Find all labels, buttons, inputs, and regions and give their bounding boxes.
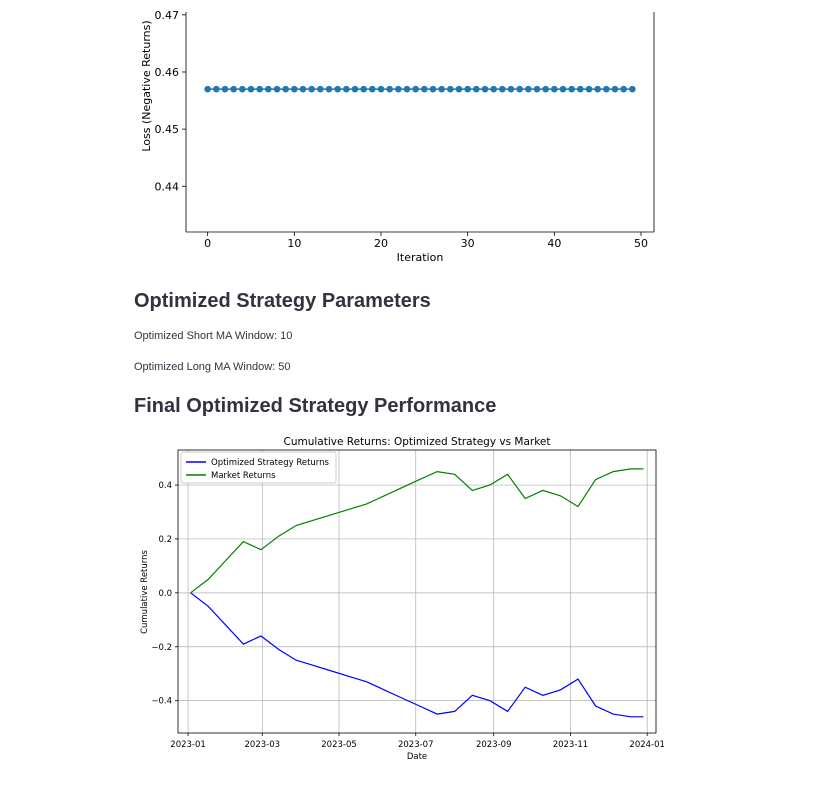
loss-point — [221, 85, 229, 93]
long-window-text: Optimized Long MA Window: 50 — [134, 361, 291, 373]
returns-y-tick-label: −0.2 — [151, 643, 172, 653]
loss-point — [291, 85, 298, 93]
loss-point — [499, 85, 506, 93]
loss-y-tick-label: 0.45 — [155, 123, 180, 136]
loss-point — [351, 85, 359, 93]
loss-point — [568, 85, 575, 93]
returns-legend: Optimized Strategy Returns Market Return… — [180, 451, 337, 484]
loss-point — [525, 85, 532, 93]
loss-point — [204, 85, 211, 93]
returns-chart: Cumulative Returns: Optimized Strategy v… — [140, 436, 665, 762]
loss-point — [369, 85, 376, 93]
loss-point — [317, 85, 324, 93]
loss-point — [603, 85, 610, 93]
section-title-parameters: Optimized Strategy Parameters — [134, 290, 431, 312]
returns-x-tick-label: 2023-03 — [245, 740, 281, 750]
loss-point — [490, 85, 497, 93]
loss-point — [542, 85, 549, 93]
returns-x-axis-label: Date — [407, 752, 427, 762]
loss-point — [265, 85, 272, 93]
loss-point — [299, 85, 307, 93]
section-title-performance: Final Optimized Strategy Performance — [134, 395, 497, 417]
returns-x-tick-label: 2024-01 — [629, 740, 665, 750]
loss-point — [213, 85, 220, 93]
market-returns-line — [190, 468, 644, 594]
returns-axes-frame — [177, 449, 657, 734]
returns-y-tick-label: 0.2 — [158, 535, 172, 545]
loss-point — [559, 85, 567, 93]
loss-point — [230, 85, 237, 93]
returns-x-tick-label: 2023-11 — [553, 740, 589, 750]
loss-point — [516, 85, 523, 93]
loss-point — [429, 85, 437, 93]
loss-point — [620, 85, 627, 93]
loss-x-tick-label: 30 — [461, 237, 475, 250]
legend-label-market: Market Returns — [211, 471, 276, 481]
loss-x-tick-label: 20 — [374, 237, 388, 250]
short-window-text: Optimized Short MA Window: 10 — [134, 330, 293, 342]
loss-x-tick-label: 40 — [547, 237, 561, 250]
returns-chart-title: Cumulative Returns: Optimized Strategy v… — [284, 436, 551, 448]
loss-point — [360, 85, 367, 93]
loss-point — [438, 85, 445, 93]
loss-point — [629, 85, 636, 93]
loss-point — [585, 85, 593, 93]
loss-point — [395, 85, 402, 93]
loss-point — [334, 85, 341, 93]
returns-x-tick-label: 2023-09 — [476, 740, 512, 750]
loss-point — [421, 85, 428, 93]
returns-x-tick-label: 2023-01 — [170, 740, 206, 750]
loss-point — [325, 85, 333, 93]
loss-point — [282, 85, 289, 93]
loss-point — [412, 85, 419, 93]
loss-x-axis-label: Iteration — [397, 251, 444, 264]
loss-point — [473, 85, 480, 93]
loss-point — [455, 85, 463, 93]
loss-point — [343, 85, 350, 93]
returns-x-tick-label: 2023-05 — [321, 740, 357, 750]
strategy-returns-line — [190, 592, 644, 718]
returns-y-axis-label: Cumulative Returns — [140, 550, 150, 634]
loss-x-tick-label: 0 — [204, 237, 211, 250]
loss-y-axis-label: Loss (Negative Returns) — [140, 20, 153, 151]
loss-point — [594, 85, 601, 93]
loss-y-tick-label: 0.47 — [155, 9, 180, 22]
returns-plot-area: −0.4 −0.2 0.0 0.2 0.4 2023-01 2023-03 2023-05 20… — [151, 449, 665, 750]
loss-chart: 0.44 0.45 0.46 0.47 0 10 20 30 40 50 Iteration Lo… — [140, 9, 655, 264]
loss-x-tick-label: 10 — [287, 237, 301, 250]
loss-point — [611, 85, 619, 93]
loss-point — [447, 85, 454, 93]
returns-y-tick-label: 0.0 — [158, 589, 172, 599]
loss-point — [507, 85, 515, 93]
loss-point — [273, 85, 281, 93]
loss-plot-area: 0.44 0.45 0.46 0.47 0 10 20 30 40 50 — [155, 9, 655, 250]
loss-point — [403, 85, 411, 93]
loss-point — [464, 85, 471, 93]
loss-point — [386, 85, 393, 93]
loss-x-tick-label: 50 — [634, 237, 648, 250]
loss-point — [377, 85, 385, 93]
loss-point — [533, 85, 541, 93]
loss-point — [239, 85, 246, 93]
loss-y-tick-label: 0.44 — [155, 180, 180, 193]
loss-point — [577, 85, 584, 93]
returns-y-tick-label: 0.4 — [158, 481, 172, 491]
loss-point — [481, 85, 489, 93]
loss-point — [551, 85, 558, 93]
loss-point — [308, 85, 315, 93]
loss-point — [247, 85, 255, 93]
legend-label-strategy: Optimized Strategy Returns — [211, 458, 330, 468]
returns-y-tick-label: −0.4 — [151, 697, 172, 707]
returns-x-tick-label: 2023-07 — [398, 740, 434, 750]
loss-y-tick-label: 0.46 — [155, 66, 180, 79]
loss-point — [256, 85, 263, 93]
